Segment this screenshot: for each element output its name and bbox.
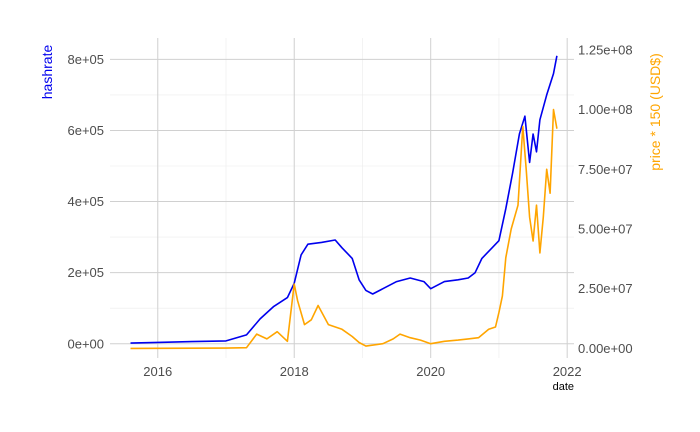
y-right-tick-label: 5.00e+07: [578, 222, 633, 237]
x-tick-label: 2016: [143, 364, 172, 379]
y-left-tick-label: 0e+00: [67, 336, 104, 351]
y-right-tick-label: 0.00e+00: [578, 341, 633, 356]
y-axis-title-left: hashrate: [39, 45, 55, 100]
y-left-tick-label: 2e+05: [67, 265, 104, 280]
y-left-tick-label: 6e+05: [67, 123, 104, 138]
x-tick-label: 2020: [416, 364, 445, 379]
y-left-tick-label: 8e+05: [67, 52, 104, 67]
y-right-tick-label: 1.00e+08: [578, 102, 633, 117]
grid-major: [110, 38, 574, 358]
y-right-tick-labels: 0.00e+00 2.50e+07 5.00e+07 7.50e+07 1.00e+08…: [578, 42, 633, 356]
series-line-right: [130, 108, 558, 350]
series-line-left: [130, 55, 558, 344]
y-axis-title-right: price * 150 (USD$): [647, 53, 663, 171]
y-right-tick-label: 2.50e+07: [578, 281, 633, 296]
grid-minor: [110, 38, 574, 358]
y-right-tick-label: 7.50e+07: [578, 162, 633, 177]
y-left-tick-labels: 0e+00 2e+05 4e+05 6e+05 8e+05: [67, 52, 104, 351]
series-layer: [130, 55, 558, 350]
y-left-tick-label: 4e+05: [67, 194, 104, 209]
x-tick-label: 2018: [280, 364, 309, 379]
x-tick-label: 2022: [553, 364, 582, 379]
y-right-tick-label: 1.25e+08: [578, 42, 633, 57]
x-axis-title: date: [553, 381, 574, 393]
x-tick-labels: 2016 2018 2020 2022: [143, 364, 581, 379]
